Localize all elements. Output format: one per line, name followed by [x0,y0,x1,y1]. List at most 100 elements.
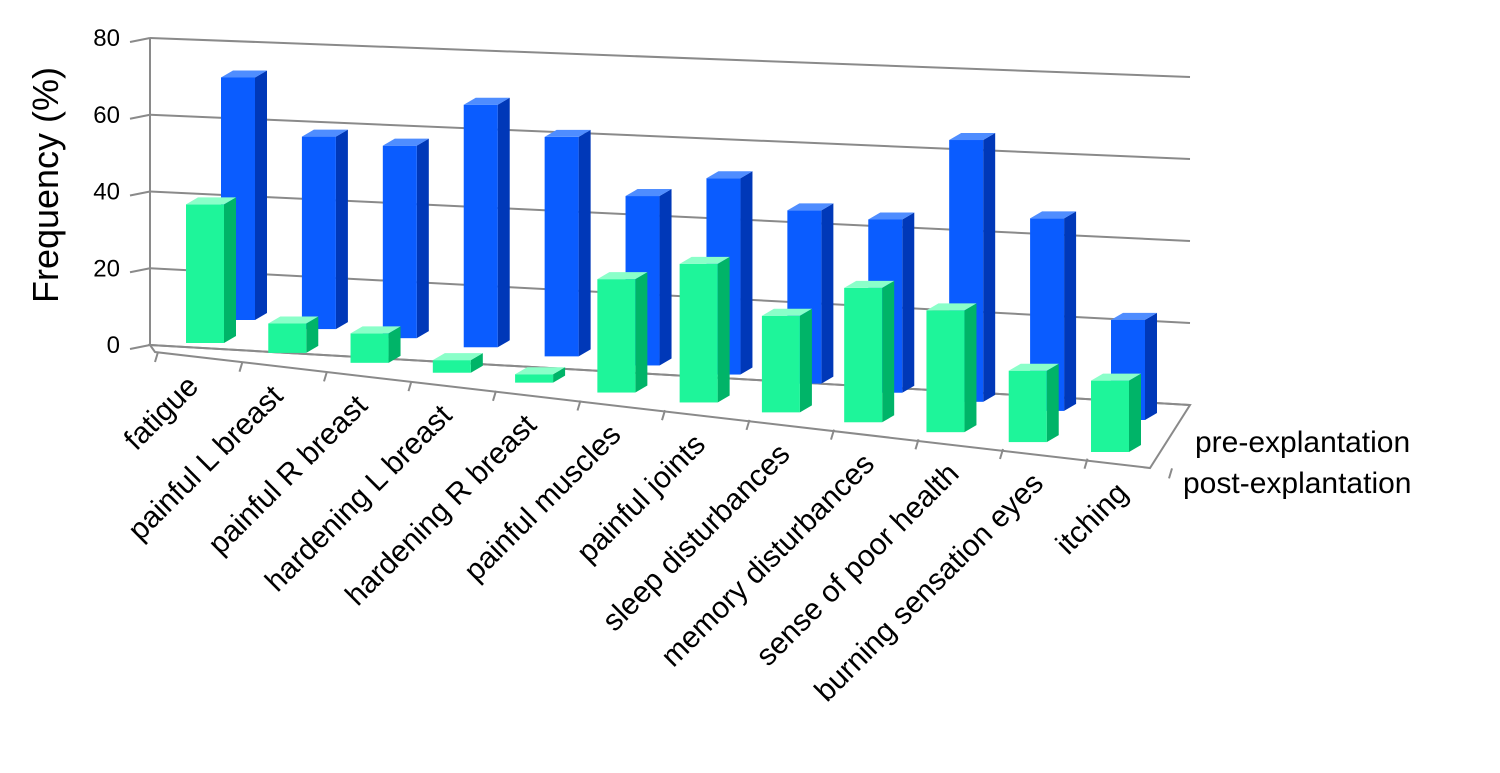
bar-top-face [268,316,319,324]
bar-front-face [544,136,579,357]
bar-top-face [1030,211,1077,219]
legend-post-explantation: post-explantation [1183,467,1412,500]
bar-post [186,197,236,343]
x-tick-mark [323,371,328,382]
bar-front-face [926,310,965,433]
bar-post [926,303,977,433]
bar-side-face [470,353,483,373]
bar-side-face [388,326,401,363]
x-tick-mark [154,351,159,363]
bar-front-face [1008,370,1047,443]
x-tick-mark [1083,458,1089,469]
x-tick-mark [576,400,582,411]
gridline [149,37,1191,78]
gridline-left [129,190,151,197]
bar-side-face [635,272,648,393]
bar-top-face [186,197,236,205]
bar-side-face [578,129,591,357]
bar-pre [301,129,348,330]
bar-side-face [255,70,267,320]
bar-side-face [306,316,319,353]
y-tick-label: 80 [93,25,120,52]
bar-top-face [544,129,591,137]
bar-side-face [497,97,510,348]
bar-front-face [679,263,718,403]
bar-post [1008,363,1059,443]
bar-side-face [902,212,915,393]
x-tick-mark [407,380,413,392]
bar-side-face [553,367,566,383]
y-tick-label: 60 [93,102,120,129]
gridline-left [129,267,151,274]
bar-side-face [964,303,977,433]
y-tick-labels: 0 20 40 60 80 [93,25,120,359]
bar-front-face [382,145,417,339]
bar-side-face [335,129,348,330]
bar-side-face [1064,211,1077,411]
x-tick-mark [1168,468,1173,479]
bar-side-face [224,197,236,343]
x-tick-mark [830,429,835,440]
bar-top-face [706,171,753,179]
legend-pre-explantation: pre-explantation [1195,426,1410,459]
bar-front-face [761,315,800,413]
gridline [149,113,1191,160]
bar-front-face [844,287,883,423]
bar-post [268,316,319,353]
x-tick-mark [492,390,497,402]
bar-top-face [1008,363,1059,371]
bars [186,70,1157,452]
bar-top-face [1091,373,1141,381]
x-tick-mark [661,409,666,421]
bar-front-face [350,333,389,363]
bar-pre [382,138,429,339]
bar-front-face [1091,380,1129,452]
bar-top-face [949,133,996,141]
bar-top-face [221,70,267,78]
bar-pre [544,129,591,357]
bar-post [350,326,401,363]
bar-side-face [740,171,753,375]
bar-top-face [868,212,915,220]
bar-top-face [844,280,895,288]
bar-top-face [787,203,834,211]
bar-front-face [463,104,498,348]
bar-front-face [186,204,224,343]
category-label: painful R breast [202,389,374,561]
gridline-left [129,37,151,43]
x-tick-mark [999,448,1004,460]
bar-post [679,256,730,403]
bar-post [432,353,483,373]
bar-top-face [382,138,429,146]
bar-side-face [659,189,672,366]
bar-post [597,272,648,393]
bar-top-face [761,308,812,316]
bar-top-face [350,326,401,334]
bar-post [1091,373,1141,452]
bar-top-face [463,97,510,105]
bar-side-face [983,133,996,402]
bar-front-face [301,136,336,330]
bar-front-face [268,323,307,353]
bar-top-face [926,303,977,311]
bar-top-face [301,129,348,137]
bar-side-face [1046,363,1059,443]
bar-side-face [1145,312,1157,420]
y-tick-label: 20 [93,255,120,282]
bar-top-face [432,353,483,361]
y-axis-label: Frequency (%) [25,67,66,303]
y-tick-label: 40 [93,179,120,206]
x-tick-mark [914,439,920,450]
x-tick-mark [745,419,751,431]
gridline-left [129,344,151,350]
bar-top-face [625,189,672,197]
bar-post [515,367,566,383]
x-tick-mark [238,361,244,372]
y-tick-label: 0 [107,332,120,359]
bar-top-face [515,367,566,375]
gridline-left [129,113,151,120]
category-label: itching [1050,476,1135,561]
bar-top-face [679,256,730,264]
bar-top-face [597,272,648,280]
